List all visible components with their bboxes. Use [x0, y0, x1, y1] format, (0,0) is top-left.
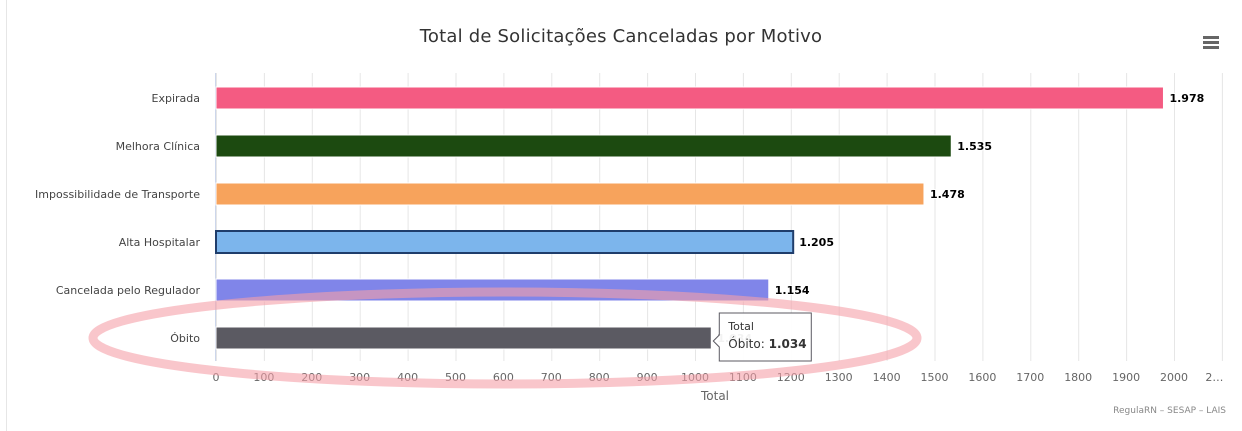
x-tick-label: 1500 — [921, 371, 949, 384]
category-label: Expirada — [152, 92, 201, 105]
data-label: 1.205 — [799, 236, 834, 249]
annotation-ellipse — [88, 287, 922, 389]
bar[interactable] — [215, 326, 712, 350]
category-label: Melhora Clínica — [116, 140, 200, 153]
data-label: 1.478 — [930, 188, 965, 201]
data-label: 1.154 — [775, 284, 810, 297]
x-tick-label: 1600 — [968, 371, 996, 384]
x-tick-label: 1800 — [1064, 371, 1092, 384]
bar[interactable] — [215, 86, 1164, 110]
category-label: Alta Hospitalar — [119, 236, 201, 249]
credits-link[interactable]: RegulaRN – SESAP – LAIS — [1113, 406, 1226, 416]
x-axis-title: Total — [700, 389, 729, 403]
category-label: Óbito — [170, 332, 200, 345]
data-label: 1.978 — [1169, 92, 1204, 105]
x-tick-label: 1700 — [1016, 371, 1044, 384]
tooltip-box — [712, 312, 812, 362]
tooltip-series: Total — [727, 320, 754, 333]
data-label: 1.535 — [957, 140, 992, 153]
x-tick-label: 1400 — [873, 371, 901, 384]
x-tick-label: 0 — [213, 371, 220, 384]
x-tick-label: 2… — [1205, 371, 1223, 384]
chart-title: Total de Solicitações Canceladas por Mot… — [419, 26, 823, 47]
bar[interactable] — [215, 230, 795, 254]
category-label: Cancelada pelo Regulador — [56, 284, 201, 297]
tooltip-value: Óbito: 1.034 — [728, 336, 806, 351]
x-tick-label: 2000 — [1160, 371, 1188, 384]
hamburger-menu-icon[interactable] — [1203, 36, 1219, 50]
x-tick-label: 1300 — [825, 371, 853, 384]
left-border — [6, 0, 7, 431]
bar[interactable] — [215, 182, 925, 206]
category-label: Impossibilidade de Transporte — [35, 188, 200, 201]
x-tick-label: 1900 — [1112, 371, 1140, 384]
bar[interactable] — [215, 134, 952, 158]
